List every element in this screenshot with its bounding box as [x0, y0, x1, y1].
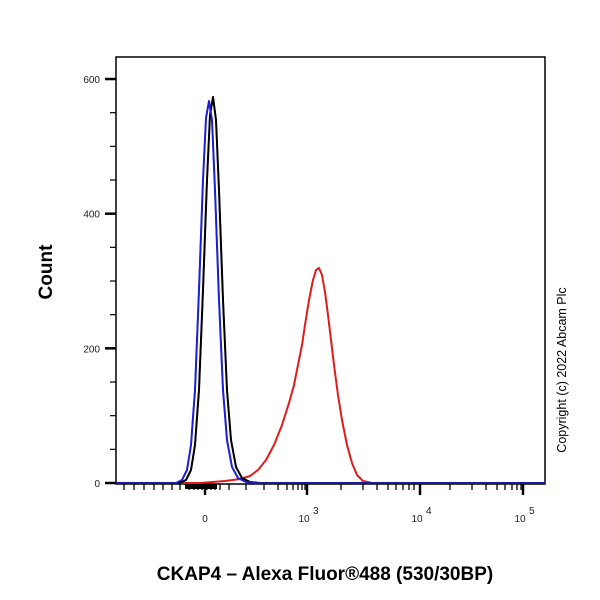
series-layer	[116, 96, 545, 484]
histogram-curve-unlabelled-control	[116, 96, 545, 484]
y-tick-label: 600	[83, 75, 100, 86]
histogram-curve-overlay	[116, 100, 545, 484]
x-axis-title: CKAP4 – Alexa Fluor®488 (530/30BP)	[157, 564, 493, 585]
x-tick-exponent: 4	[426, 506, 432, 517]
copyright-text: Copyright (c) 2022 Abcam Plc	[555, 287, 569, 452]
y-axis-title: Count	[36, 244, 57, 300]
y-tick-label: 200	[83, 344, 100, 355]
y-axis: 0 200 400 600	[83, 75, 116, 490]
x-tick-label: 10	[514, 514, 526, 525]
x-tick-label: 10	[411, 514, 423, 525]
histogram-curve-ckap4-antibody	[116, 267, 545, 484]
y-tick-label: 0	[94, 479, 100, 490]
histogram-curve-overlay	[116, 96, 545, 484]
histogram-curve-isotype-control	[116, 100, 545, 484]
x-tick-label: 10	[298, 514, 310, 525]
x-tick-label: 0	[202, 514, 208, 525]
y-tick-label: 400	[83, 210, 100, 221]
x-tick-exponent: 5	[529, 506, 535, 517]
x-dense-tick-cluster	[185, 484, 217, 489]
x-tick-exponent: 3	[313, 506, 319, 517]
plot-frame	[115, 56, 546, 485]
